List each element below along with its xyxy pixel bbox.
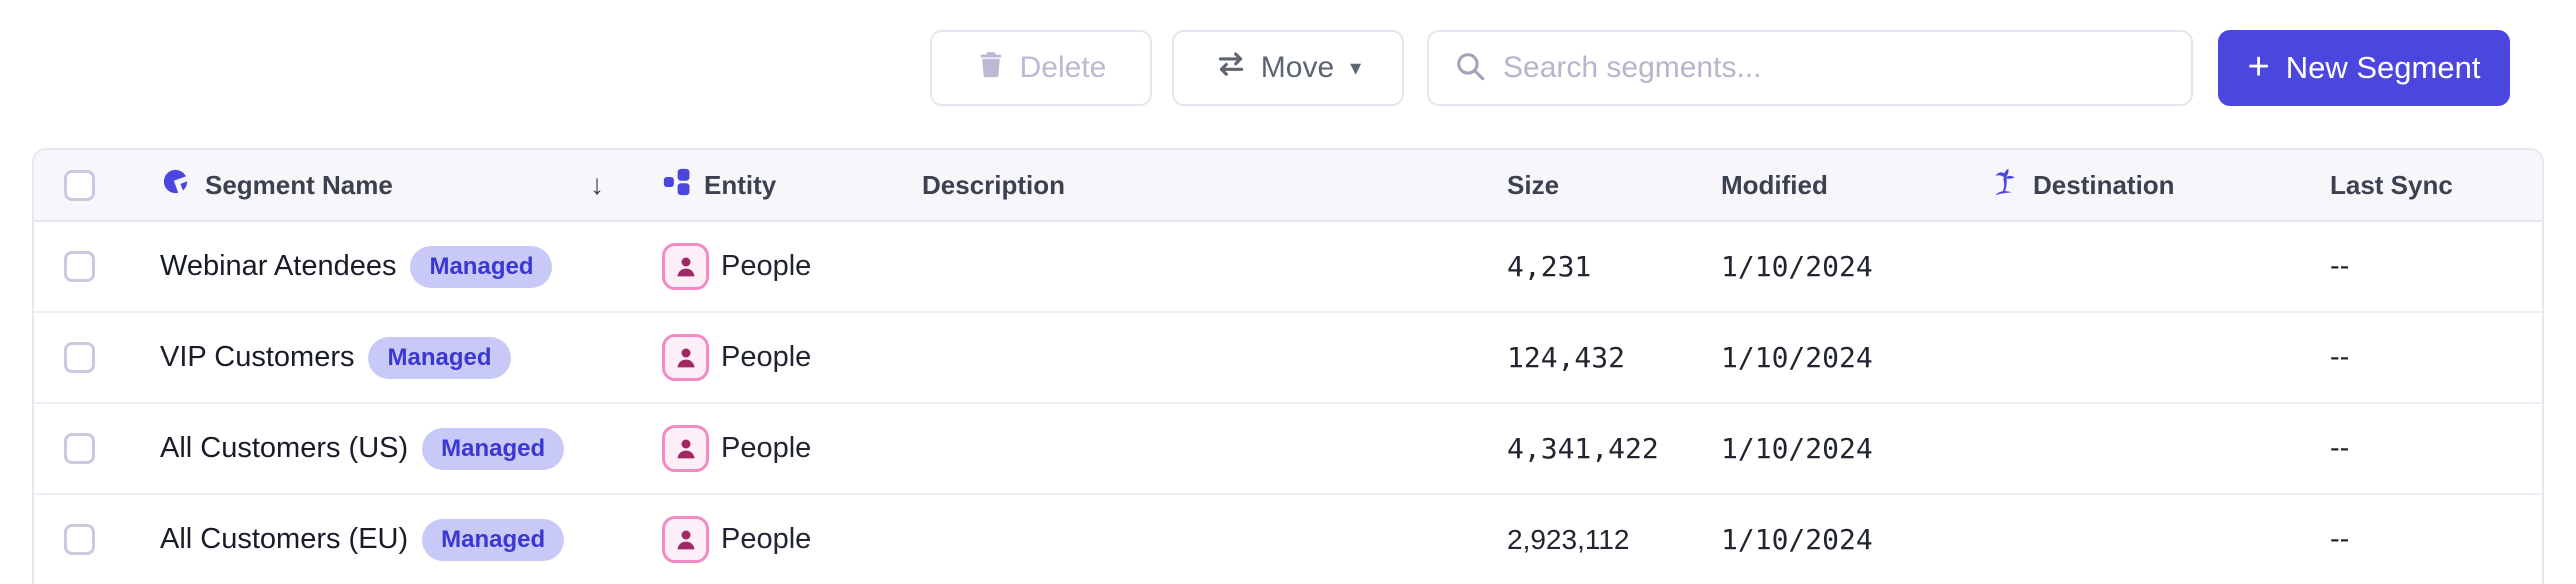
entity-blocks-icon xyxy=(662,167,692,204)
last-sync-value: -- xyxy=(2330,432,2350,464)
modified-cell: 1/10/2024 xyxy=(1721,523,1990,556)
table-body: Webinar Atendees Managed People 4,231 1/… xyxy=(34,222,2542,584)
column-header-size[interactable]: Size xyxy=(1507,170,1721,201)
table-header-row: Segment Name ↓ Entity Description Size M… xyxy=(34,150,2542,222)
segment-name: All Customers (US) xyxy=(160,432,409,464)
table-row[interactable]: All Customers (US) Managed People 4,341,… xyxy=(34,404,2542,495)
column-header-entity[interactable]: Entity xyxy=(634,167,922,204)
column-label-segment-name: Segment Name xyxy=(205,169,393,200)
palm-tree-icon xyxy=(1990,166,2021,204)
table-row[interactable]: VIP Customers Managed People 124,432 1/1… xyxy=(34,313,2542,404)
row-checkbox-cell xyxy=(34,433,130,464)
entity-name: People xyxy=(721,250,812,282)
size-cell: 2,923,112 xyxy=(1507,524,1721,556)
modified-cell: 1/10/2024 xyxy=(1721,341,1990,374)
entity-cell: People xyxy=(634,243,922,290)
row-checkbox-cell xyxy=(34,342,130,373)
entity-name: People xyxy=(721,341,812,373)
move-button[interactable]: Move ▾ xyxy=(1172,30,1404,106)
row-checkbox-cell xyxy=(34,524,130,555)
entity-cell: People xyxy=(634,516,922,563)
column-label-size: Size xyxy=(1507,169,1560,200)
entity-name: People xyxy=(721,523,812,555)
row-checkbox[interactable] xyxy=(64,342,95,373)
size-cell: 4,231 xyxy=(1507,250,1721,283)
delete-button[interactable]: Delete xyxy=(930,30,1152,106)
delete-button-label: Delete xyxy=(1019,51,1107,84)
move-button-label: Move xyxy=(1260,51,1335,84)
managed-badge: Managed xyxy=(422,427,565,470)
select-all-checkbox[interactable] xyxy=(64,169,95,201)
segments-table: Segment Name ↓ Entity Description Size M… xyxy=(32,148,2544,584)
size-cell: 124,432 xyxy=(1507,341,1721,374)
last-sync-cell: -- xyxy=(2330,341,2542,374)
trash-icon xyxy=(976,48,1006,88)
entity-cell: People xyxy=(634,334,922,381)
search-icon xyxy=(1453,49,1487,88)
size-value: 2,923,112 xyxy=(1507,523,1630,555)
last-sync-cell: -- xyxy=(2330,432,2542,465)
new-segment-button-label: New Segment xyxy=(2285,50,2481,85)
column-header-description[interactable]: Description xyxy=(922,170,1507,201)
search-segments-field xyxy=(1427,30,2193,106)
last-sync-value: -- xyxy=(2330,341,2350,373)
row-checkbox[interactable] xyxy=(64,251,95,282)
entity-cell: People xyxy=(634,425,922,472)
managed-badge: Managed xyxy=(410,245,553,288)
size-value: 4,231 xyxy=(1507,250,1592,283)
new-segment-button[interactable]: + New Segment xyxy=(2218,30,2510,106)
modified-date: 1/10/2024 xyxy=(1721,250,1873,283)
segment-name-cell: VIP Customers Managed xyxy=(130,336,634,379)
search-input[interactable] xyxy=(1503,51,2167,85)
size-cell: 4,341,422 xyxy=(1507,432,1721,465)
plus-icon: + xyxy=(2247,45,2270,88)
column-header-last-sync[interactable]: Last Sync xyxy=(2330,170,2542,201)
modified-date: 1/10/2024 xyxy=(1721,523,1873,556)
column-label-entity: Entity xyxy=(704,169,777,200)
managed-badge: Managed xyxy=(368,336,511,379)
chevron-down-icon: ▾ xyxy=(1350,55,1362,80)
last-sync-cell: -- xyxy=(2330,250,2542,283)
person-icon xyxy=(662,334,709,381)
table-row[interactable]: All Customers (EU) Managed People 2,923,… xyxy=(34,495,2542,584)
row-checkbox[interactable] xyxy=(64,524,95,555)
segment-name-cell: All Customers (EU) Managed xyxy=(130,518,634,561)
segment-name: VIP Customers xyxy=(160,341,355,373)
segment-name: Webinar Atendees xyxy=(160,250,397,282)
size-value: 4,341,422 xyxy=(1507,432,1659,465)
row-checkbox[interactable] xyxy=(64,433,95,464)
modified-date: 1/10/2024 xyxy=(1721,341,1873,374)
column-header-segment-name[interactable]: Segment Name ↓ xyxy=(130,166,634,204)
pie-chart-icon xyxy=(160,166,191,204)
last-sync-value: -- xyxy=(2330,523,2350,555)
header-checkbox-cell xyxy=(34,169,130,201)
column-label-description: Description xyxy=(922,169,1066,200)
modified-date: 1/10/2024 xyxy=(1721,432,1873,465)
table-row[interactable]: Webinar Atendees Managed People 4,231 1/… xyxy=(34,222,2542,313)
person-icon xyxy=(662,425,709,472)
segment-name-cell: All Customers (US) Managed xyxy=(130,427,634,470)
column-label-destination: Destination xyxy=(2033,169,2175,200)
column-label-last-sync: Last Sync xyxy=(2330,169,2453,200)
entity-name: People xyxy=(721,432,812,464)
person-icon xyxy=(662,516,709,563)
modified-cell: 1/10/2024 xyxy=(1721,432,1990,465)
managed-badge: Managed xyxy=(422,518,565,561)
sort-descending-icon: ↓ xyxy=(590,169,604,200)
row-checkbox-cell xyxy=(34,251,130,282)
person-icon xyxy=(662,243,709,290)
size-value: 124,432 xyxy=(1507,341,1626,374)
last-sync-cell: -- xyxy=(2330,523,2542,556)
segment-name: All Customers (EU) xyxy=(160,523,409,555)
modified-cell: 1/10/2024 xyxy=(1721,250,1990,283)
swap-arrows-icon xyxy=(1215,48,1247,88)
last-sync-value: -- xyxy=(2330,250,2350,282)
column-label-modified: Modified xyxy=(1721,169,1828,200)
column-header-destination[interactable]: Destination xyxy=(1990,166,2330,204)
segment-name-cell: Webinar Atendees Managed xyxy=(130,245,634,288)
column-header-modified[interactable]: Modified xyxy=(1721,170,1990,201)
